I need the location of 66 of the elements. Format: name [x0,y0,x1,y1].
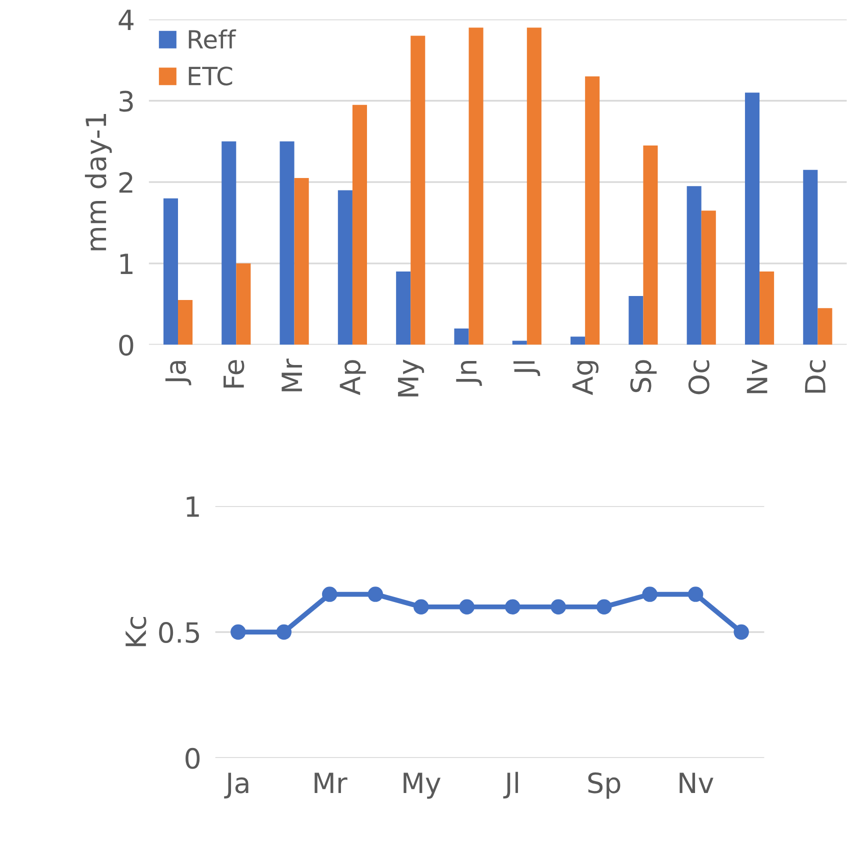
y-axis-title: mm day-1 [84,114,112,250]
x-tick-label: Fe [224,360,244,388]
point [504,599,520,615]
y-tick-label: 1 [186,496,199,517]
x-tick-label: Dc [805,360,826,393]
point [596,599,612,615]
x-tick-label: Mr [282,358,302,392]
bar [468,28,484,345]
point [550,599,566,615]
x-tick-label: Mr [314,772,348,793]
bar [818,308,832,345]
bar [585,76,600,345]
bar [686,186,702,345]
y-tick-label: 0 [186,748,200,769]
point [414,599,429,615]
bar [701,210,716,345]
y-tick-label: 2 [119,172,132,193]
legend-label: ETC [188,66,232,86]
bar [338,190,352,345]
point [322,586,338,602]
x-tick-label: Ja [224,772,248,799]
x-tick-label: Sp [588,772,620,799]
bar [352,104,367,345]
x-tick-label: My [404,772,441,799]
bar [410,36,426,345]
bar [512,340,527,345]
bar [803,170,818,345]
y-tick-label: 4 [118,10,134,30]
x-tick-label: Nv [680,772,714,793]
bar [760,272,774,345]
point [734,624,749,640]
bar [236,263,251,345]
bar [294,178,309,345]
point [642,586,658,602]
bar [178,300,193,345]
point [368,586,384,602]
bar [396,272,411,345]
bar [222,141,236,345]
bar [643,146,658,345]
x-tick-label: Ja [165,361,192,386]
point [459,599,475,615]
bar [163,198,178,345]
bar [744,92,760,345]
x-tick-label: Jl [503,772,518,799]
point [688,586,704,602]
x-tick-label: Ag [572,361,599,396]
point [276,624,292,640]
x-tick-label: Oc [688,360,710,394]
x-tick-label: Sp [630,360,657,392]
y-axis-title: Kc [126,617,146,646]
legend-label: Reff [188,29,236,49]
x-tick-label: Jn [456,361,482,386]
bar [628,296,644,345]
y-tick-label: 0 [119,334,134,356]
y-tick-label: 0.5 [159,622,199,644]
y-tick-label: 1 [120,254,132,274]
bar [280,141,294,345]
bar [526,28,542,345]
point [230,624,246,640]
x-tick-label: My [398,359,424,396]
y-tick-label: 3 [119,90,133,112]
x-tick-label: Nv [746,359,768,394]
x-tick-label: Ap [340,360,366,396]
bar [454,328,469,345]
bar [570,336,586,345]
x-tick-label: Jl [513,361,540,376]
